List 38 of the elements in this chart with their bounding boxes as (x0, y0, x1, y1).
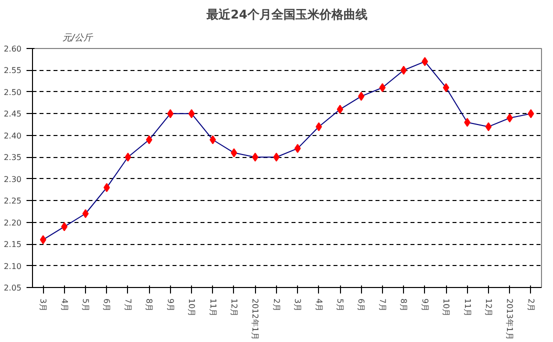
x-tick-label: 6月 (102, 298, 112, 312)
y-tick-label: 2.40 (4, 131, 22, 140)
x-tick-label: 8月 (144, 298, 154, 312)
chart-title: 最近24个月全国玉米价格曲线 (206, 8, 368, 22)
y-tick-label: 2.25 (4, 196, 22, 206)
x-tick-label: 4月 (60, 298, 69, 312)
y-tick-label: 2.60 (4, 44, 22, 54)
x-tick-label: 11月 (462, 298, 472, 317)
x-tick-label: 9月 (166, 298, 175, 312)
y-tick-label: 2.10 (4, 262, 22, 271)
x-tick-label: 2013年1月 (505, 298, 514, 340)
x-tick-label: 3月 (293, 298, 302, 312)
y-tick-label: 2.50 (4, 88, 22, 97)
x-tick-label: 2月 (272, 298, 281, 312)
y-tick-label: 2.15 (4, 240, 22, 250)
y-tick-label: 2.30 (4, 174, 22, 184)
x-tick-label: 5月 (336, 298, 345, 312)
y-tick-label: 2.35 (4, 153, 22, 162)
x-tick-label: 11月 (208, 298, 218, 317)
x-tick-label: 10月 (187, 298, 196, 317)
x-tick-label: 3月 (38, 298, 48, 312)
x-tick-label: 7月 (378, 298, 387, 312)
x-tick-label: 7月 (123, 298, 132, 312)
x-tick-label: 12月 (484, 298, 493, 317)
y-tick-label: 2.45 (4, 110, 22, 119)
y-tick-label: 2.20 (4, 218, 22, 228)
x-tick-label: 9月 (420, 298, 430, 312)
x-tick-label: 2月 (526, 298, 536, 312)
y-tick-label: 2.55 (4, 66, 22, 76)
x-tick-label: 2012年1月 (250, 298, 260, 340)
x-tick-label: 10月 (442, 298, 451, 317)
x-tick-label: 12月 (229, 298, 238, 317)
x-tick-label: 5月 (81, 298, 90, 312)
x-tick-label: 6月 (356, 298, 366, 312)
y-tick-label: 2.05 (4, 284, 22, 292)
y-axis-title: 元/公斤 (62, 32, 94, 44)
x-tick-label: 4月 (314, 298, 324, 312)
x-tick-label: 8月 (399, 298, 408, 312)
